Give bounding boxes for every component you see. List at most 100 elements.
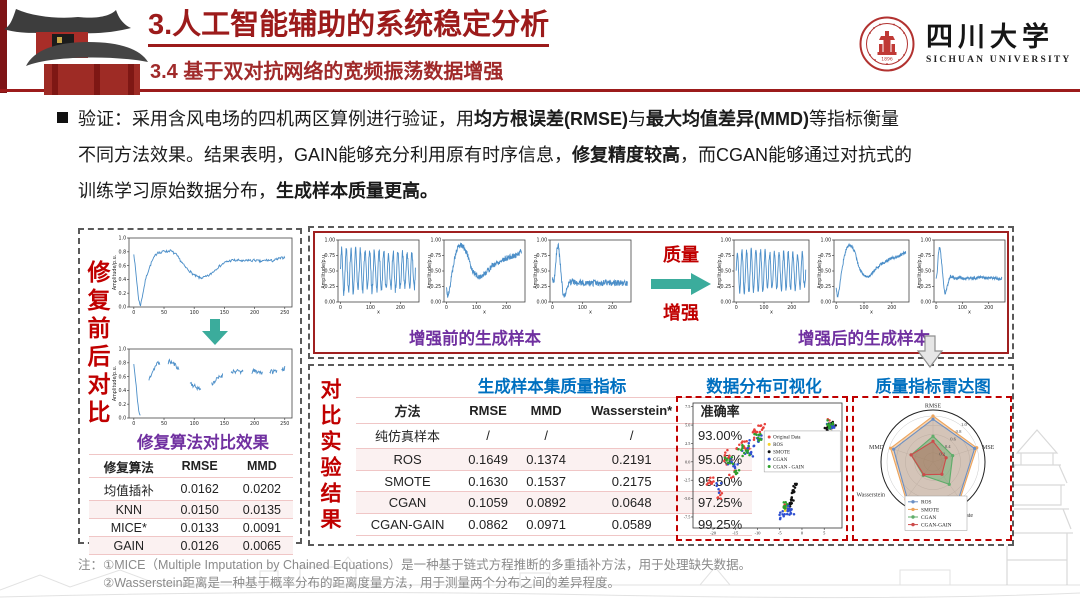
svg-text:0.50: 0.50 — [821, 269, 832, 275]
svg-text:0: 0 — [735, 305, 738, 311]
footnote-line: ②Wasserstein距离是一种基于概率分布的距离度量方法，用于测量两个分布之… — [103, 576, 621, 590]
svg-text:200: 200 — [608, 305, 617, 311]
svg-text:100: 100 — [578, 305, 587, 311]
repair-comparison-panel: 修复前后对比 0 50 100 150 200 250 0.0 0.2 0.4 0.6 0.8 1.0… — [78, 228, 302, 555]
generated-sample-before-chart-1: 0 100 200 0.00 0.25 0.50 0.75 1.00 Amplitude/p.u… — [321, 237, 423, 315]
table-row: MICE* 0.0133 0.0091 — [89, 518, 293, 537]
table-cell: 97.25% — [688, 491, 752, 514]
svg-text:-10: -10 — [755, 531, 762, 536]
svg-text:Amplitude/p.u.: Amplitude/p.u. — [112, 255, 118, 290]
table-header-cell: 修复算法 — [89, 454, 169, 478]
table-cell: 0.0150 — [168, 500, 231, 519]
svg-text:1.00: 1.00 — [821, 238, 832, 244]
table-cell: 0.0162 — [168, 477, 231, 501]
svg-text:0.75: 0.75 — [325, 253, 336, 259]
table-cell: MICE* — [89, 518, 169, 537]
intro-paragraph: 验证：采用含风电场的四机两区算例进行验证，用均方根误差(RMSE)与最大均值差异… — [78, 101, 1040, 209]
svg-text:1896: 1896 — [881, 57, 893, 63]
svg-text:RMSE: RMSE — [925, 404, 942, 410]
svg-text:0.25: 0.25 — [821, 284, 832, 290]
svg-text:1.00: 1.00 — [325, 238, 336, 244]
svg-text:Amplitude/p.u.: Amplitude/p.u. — [917, 253, 923, 288]
svg-text:2.5: 2.5 — [685, 441, 690, 446]
table-row: ROS 0.1649 0.1374 0.2191 95.00% — [356, 448, 752, 471]
table-cell: 0.0589 — [575, 513, 689, 536]
page-subtitle: 3.4 基于双对抗网络的宽频振荡数据增强 — [150, 61, 504, 83]
svg-text:100: 100 — [859, 305, 868, 311]
quality-boost-right-arrow-icon — [651, 273, 711, 295]
svg-text:0.25: 0.25 — [431, 284, 442, 290]
footnote-line: ①MICE（Multiple Imputation by Chained Equ… — [103, 558, 752, 572]
intro-line: 训练学习原始数据分布，生成样本质量更高。 — [78, 181, 438, 201]
svg-text:-15: -15 — [732, 531, 739, 536]
table-header-cell: Wasserstein* — [575, 397, 689, 424]
repair-table-caption: 修复算法对比效果 — [137, 434, 269, 452]
svg-text:Amplitude/p.u.: Amplitude/p.u. — [427, 253, 433, 288]
quality-word: 质量 — [663, 245, 699, 265]
svg-text:1.0: 1.0 — [119, 347, 127, 353]
svg-text:0: 0 — [835, 305, 838, 311]
generated-sample-before-chart-3: 0 100 200 0.00 0.25 0.50 0.75 1.00 Amplitude/p.u… — [533, 237, 635, 315]
svg-text:SMOTE: SMOTE — [921, 507, 940, 513]
svg-text:-20: -20 — [710, 531, 717, 536]
svg-text:0: 0 — [132, 310, 135, 316]
svg-text:0.25: 0.25 — [721, 284, 732, 290]
university-name-cn: 四川大学 — [926, 22, 1054, 53]
table-row: 均值插补 0.0162 0.0202 — [89, 477, 293, 501]
svg-text:1.00: 1.00 — [431, 238, 442, 244]
svg-text:CGAN: CGAN — [773, 458, 788, 463]
table-cell: 0.0202 — [230, 477, 293, 501]
table-header-cell: MMD — [517, 397, 576, 424]
svg-text:0.6: 0.6 — [119, 374, 127, 380]
data-distribution-scatter: -20 -15 -10 -5 0 5 7.5 5.0 2.5 0.0 -2.5 -5.0 -7.5 Ori… — [679, 399, 845, 538]
svg-text:100: 100 — [472, 305, 481, 311]
before-samples-label: 增强前的生成样本 — [409, 330, 541, 348]
table-cell: 0.0971 — [517, 513, 576, 536]
boost-word: 增强 — [663, 303, 699, 323]
university-logo: 1896 四川大学 SICHUAN UNIVERSITY — [858, 15, 1071, 73]
svg-text:Amplitude/p.u.: Amplitude/p.u. — [321, 253, 327, 288]
svg-text:100: 100 — [759, 305, 768, 311]
scatter-box: -20 -15 -10 -5 0 5 7.5 5.0 2.5 0.0 -2.5 -5.0 -7.5 Ori… — [676, 396, 848, 541]
svg-text:0.50: 0.50 — [921, 269, 932, 275]
svg-text:0.8: 0.8 — [119, 250, 127, 256]
table-row: CGAN-GAIN 0.0862 0.0971 0.0589 99.25% — [356, 513, 752, 536]
table-cell: 0.0135 — [230, 500, 293, 519]
svg-text:0.8: 0.8 — [956, 429, 962, 434]
svg-text:Original Data: Original Data — [773, 436, 801, 441]
table-cell: 0.1649 — [459, 448, 518, 471]
table-row: SMOTE 0.1630 0.1537 0.2175 95.50% — [356, 470, 752, 493]
svg-text:0.6: 0.6 — [119, 263, 127, 269]
svg-text:7.5: 7.5 — [685, 404, 690, 409]
svg-text:200: 200 — [984, 305, 993, 311]
university-logo-text: 四川大学 SICHUAN UNIVERSITY — [926, 22, 1071, 64]
scatter-title: 数据分布可视化 — [706, 378, 822, 396]
svg-text:200: 200 — [250, 421, 259, 427]
svg-text:150: 150 — [220, 310, 229, 316]
svg-text:0.8: 0.8 — [119, 361, 127, 367]
svg-text:0.0: 0.0 — [119, 305, 127, 311]
svg-text:0: 0 — [339, 305, 342, 311]
svg-text:0.50: 0.50 — [325, 269, 336, 275]
svg-text:0.2: 0.2 — [939, 452, 945, 457]
repair-methods-table: 修复算法 RMSE MMD 均值插补 0.0162 0.0202 KNN 0.0150 0.01… — [89, 454, 293, 555]
svg-text:100: 100 — [958, 305, 967, 311]
svg-text:5.0: 5.0 — [685, 423, 690, 428]
svg-text:100: 100 — [190, 421, 199, 427]
svg-text:1.00: 1.00 — [921, 238, 932, 244]
svg-text:0.75: 0.75 — [921, 253, 932, 259]
svg-text:50: 50 — [161, 421, 167, 427]
svg-text:-5: -5 — [778, 531, 782, 536]
quality-table-title: 生成样本集质量指标 — [477, 378, 627, 396]
svg-text:-2.5: -2.5 — [684, 478, 691, 483]
table-header-row: 方法 RMSE MMD Wasserstein* 准确率 — [356, 397, 752, 424]
table-cell: 0.1630 — [459, 470, 518, 493]
table-cell: 95.50% — [688, 470, 752, 493]
svg-text:0.4: 0.4 — [119, 277, 127, 283]
svg-text:x: x — [377, 310, 380, 316]
svg-text:0.4: 0.4 — [945, 444, 951, 449]
table-cell: SMOTE — [356, 470, 460, 493]
table-cell: 0.0091 — [230, 518, 293, 537]
svg-text:1.0: 1.0 — [119, 236, 127, 242]
